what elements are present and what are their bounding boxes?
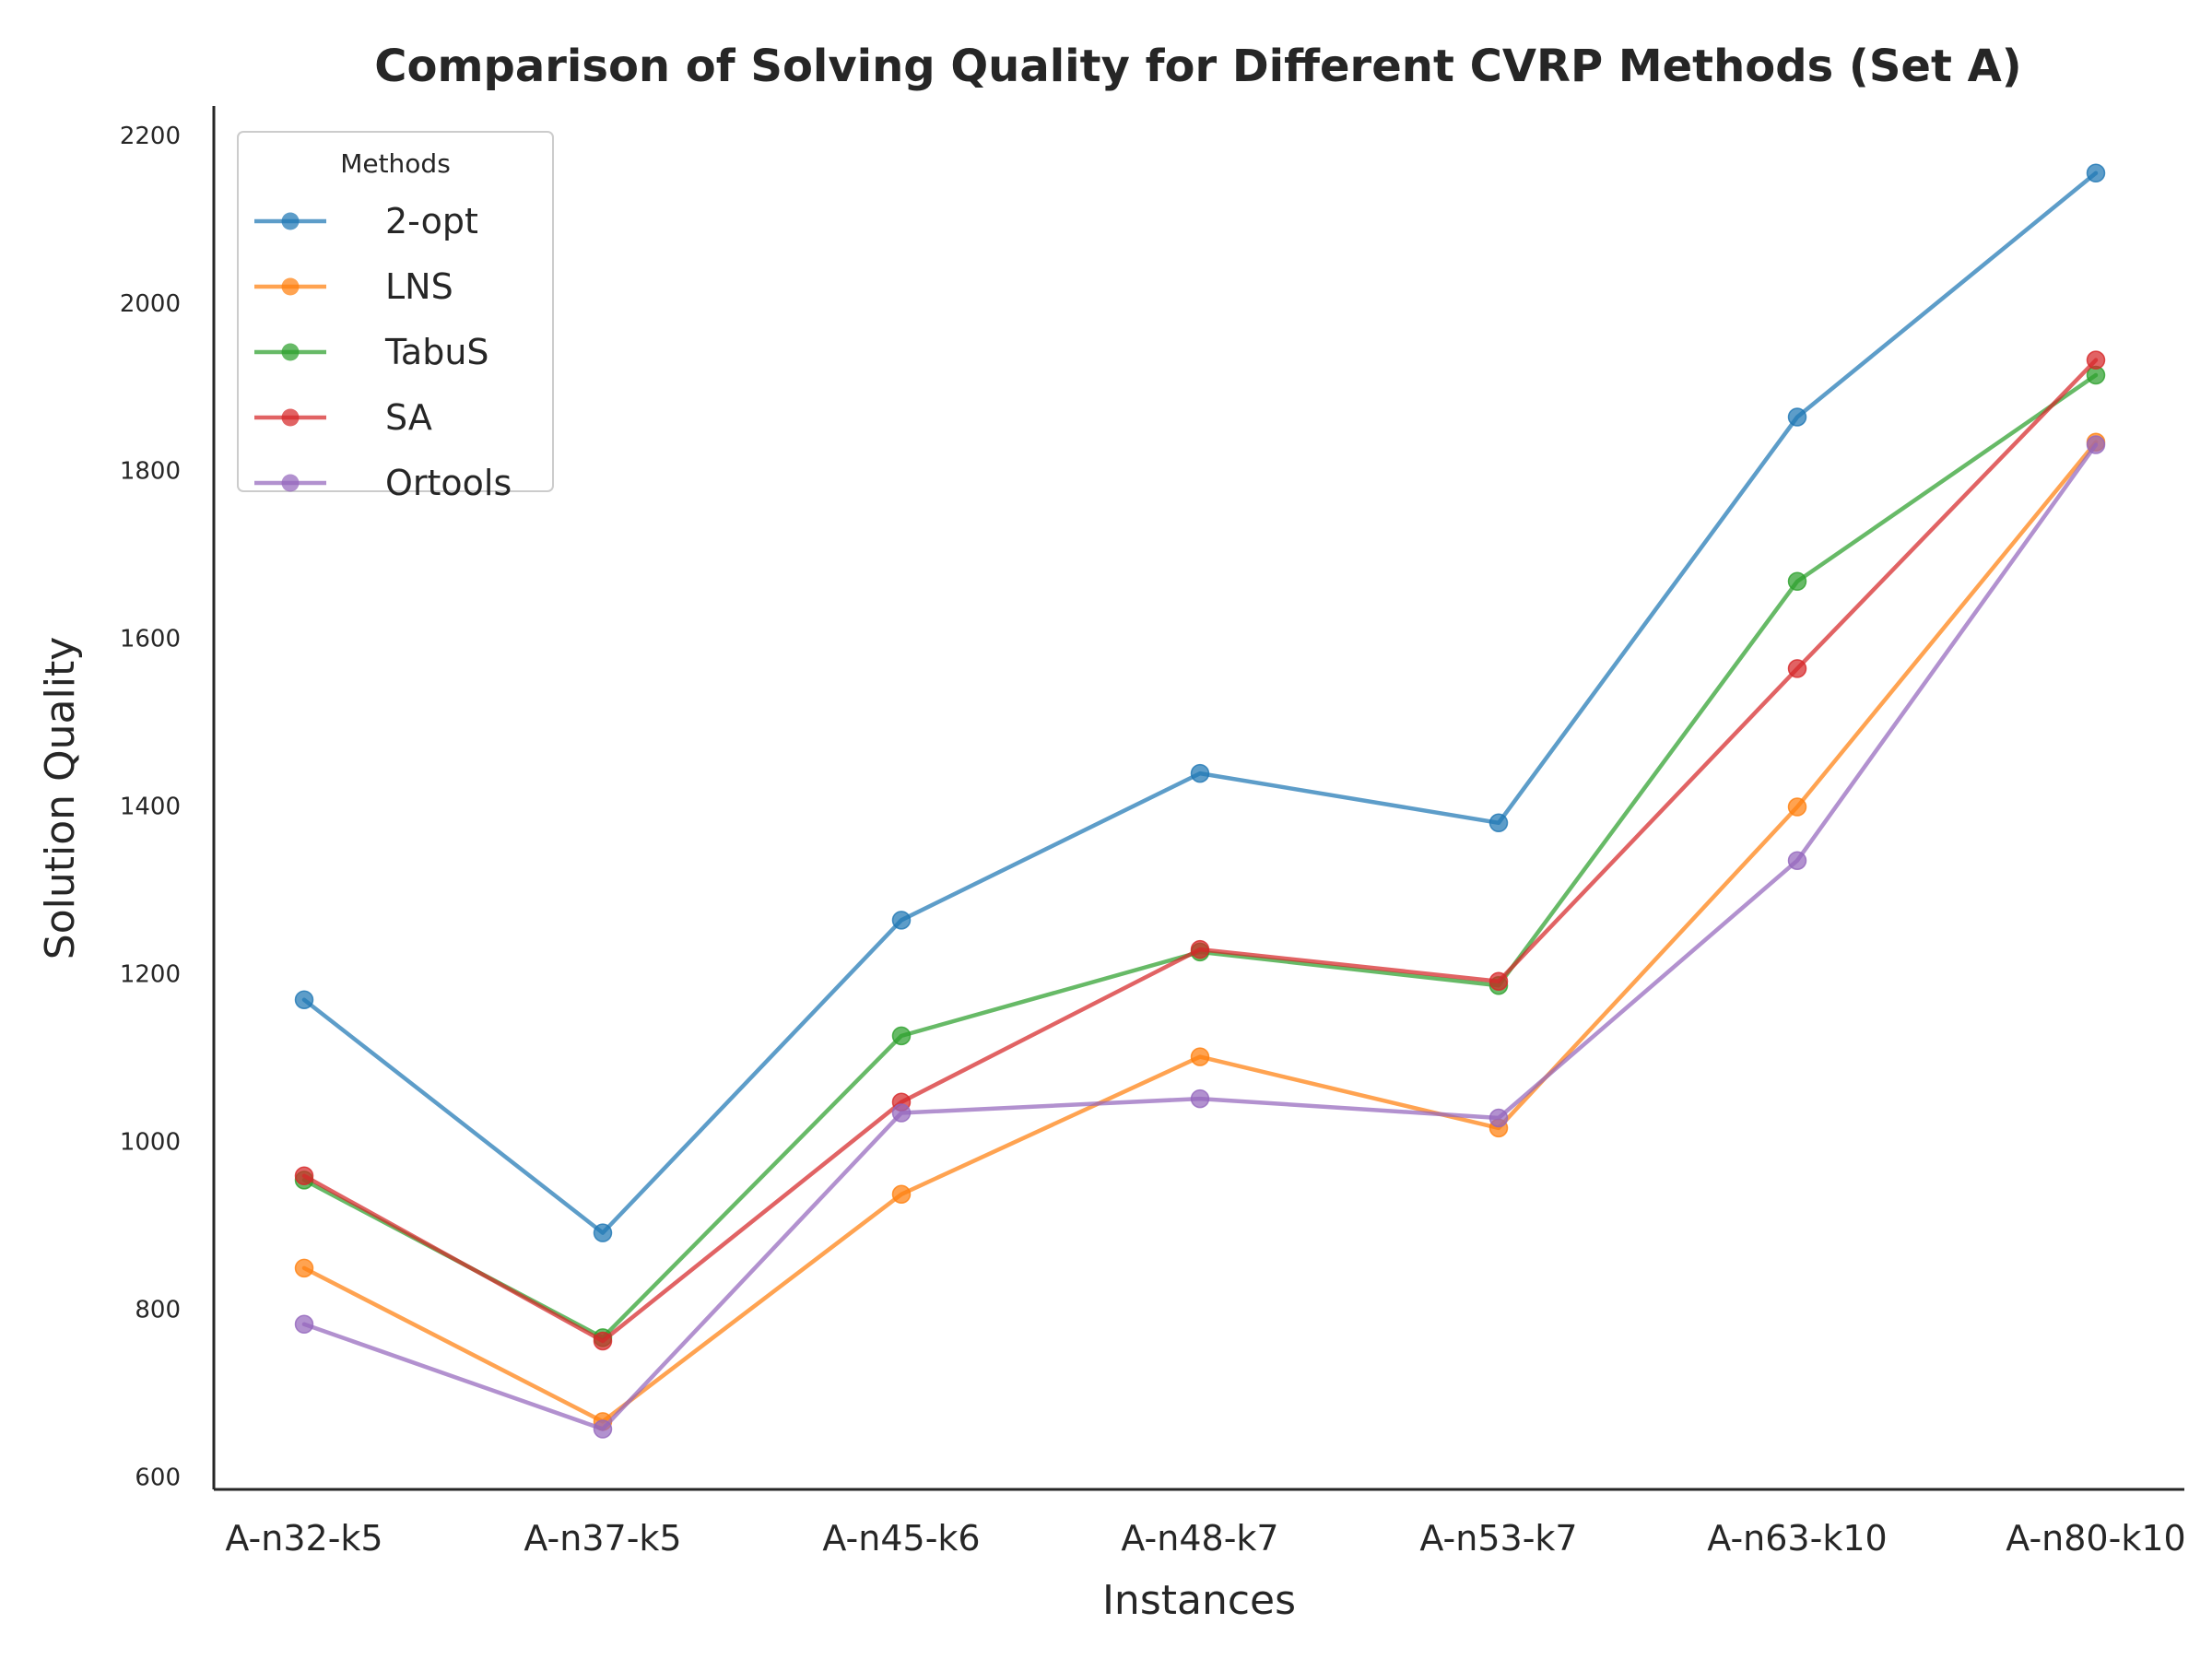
data-point <box>593 1419 613 1439</box>
y-tick-labels: 600 800 1000 1200 1400 1600 1800 2000 2200 <box>120 123 181 1492</box>
y-tick-label: 1600 <box>120 626 181 653</box>
x-tick-label: A-n32-k5 <box>225 1518 382 1559</box>
data-point <box>891 1103 912 1123</box>
legend-swatch-marker <box>281 277 300 296</box>
data-point <box>1190 939 1210 959</box>
data-point <box>1787 407 1807 427</box>
data-point <box>1787 659 1807 678</box>
legend-swatch-marker <box>281 343 300 361</box>
series-2-opt <box>294 163 2106 1242</box>
x-tick-label: A-n63-k10 <box>1707 1518 1887 1559</box>
data-point <box>294 990 314 1009</box>
y-tick-label: 1800 <box>120 458 181 486</box>
data-point <box>1488 1108 1509 1128</box>
y-tick-label: 800 <box>135 1296 181 1324</box>
legend-title: Methods <box>340 148 451 179</box>
x-tick-label: A-n45-k6 <box>822 1518 980 1559</box>
legend-items: 2-opt LNS TabuS SA Ortools <box>254 201 512 503</box>
legend-item: TabuS <box>254 332 489 372</box>
legend-swatch-marker <box>281 212 300 230</box>
legend-item: SA <box>254 397 432 438</box>
y-axis-label: Solution Quality <box>37 637 84 959</box>
legend-swatch-marker <box>281 474 300 492</box>
legend-label: 2-opt <box>385 201 478 241</box>
data-point <box>294 1166 314 1186</box>
series-line <box>301 358 2099 1344</box>
series-line <box>301 442 2099 1431</box>
data-point <box>1190 1047 1210 1066</box>
chart-title: Comparison of Solving Quality for Differ… <box>374 41 2021 92</box>
x-tick-label: A-n48-k7 <box>1121 1518 1278 1559</box>
data-point <box>891 1184 912 1205</box>
series-tabus <box>294 365 2106 1347</box>
series-line <box>301 372 2099 1340</box>
plot-area <box>212 106 2184 1491</box>
series-ortools <box>294 435 2106 1439</box>
x-tick-label: A-n53-k7 <box>1419 1518 1577 1559</box>
y-tick-label: 2000 <box>120 290 181 318</box>
series-sa <box>294 350 2106 1351</box>
legend-item: Ortools <box>254 463 512 503</box>
y-tick-label: 600 <box>135 1464 181 1491</box>
legend-swatch-marker <box>281 408 300 427</box>
data-point <box>2086 163 2106 183</box>
data-point <box>1787 797 1807 817</box>
x-axis-label: Instances <box>1102 1577 1296 1624</box>
data-point <box>891 1026 912 1046</box>
series-lns <box>294 432 2106 1431</box>
legend-label: TabuS <box>384 332 489 372</box>
y-tick-label: 2200 <box>120 123 181 150</box>
series-layer <box>294 163 2106 1439</box>
x-tick-label: A-n37-k5 <box>524 1518 681 1559</box>
x-tick-label: A-n80-k10 <box>2006 1518 2185 1559</box>
data-point <box>294 1258 314 1278</box>
y-tick-label: 1000 <box>120 1128 181 1156</box>
x-tick-labels: A-n32-k5 A-n37-k5 A-n45-k6 A-n48-k7 A-n53-k7… <box>225 1518 2185 1559</box>
data-point <box>593 1223 613 1242</box>
y-tick-label: 1200 <box>120 961 181 989</box>
series-line <box>301 440 2099 1424</box>
legend-item: 2-opt <box>254 201 478 241</box>
data-point <box>2086 350 2106 370</box>
data-point <box>294 1314 314 1335</box>
data-point <box>1488 813 1509 833</box>
y-tick-label: 1400 <box>120 794 181 821</box>
data-point <box>2086 435 2106 454</box>
data-point <box>1190 1088 1210 1109</box>
series-line <box>301 171 2099 1235</box>
legend-label: Ortools <box>385 463 512 503</box>
data-point <box>1787 851 1807 870</box>
legend-item: LNS <box>254 266 453 307</box>
data-point <box>891 911 912 930</box>
legend: Methods 2-opt LNS TabuS SA Ortools <box>237 131 554 503</box>
data-point <box>593 1331 613 1351</box>
data-point <box>1488 971 1509 991</box>
data-point <box>1190 763 1210 783</box>
data-point <box>1787 571 1807 592</box>
legend-label: SA <box>385 397 432 438</box>
legend-label: LNS <box>385 266 453 307</box>
